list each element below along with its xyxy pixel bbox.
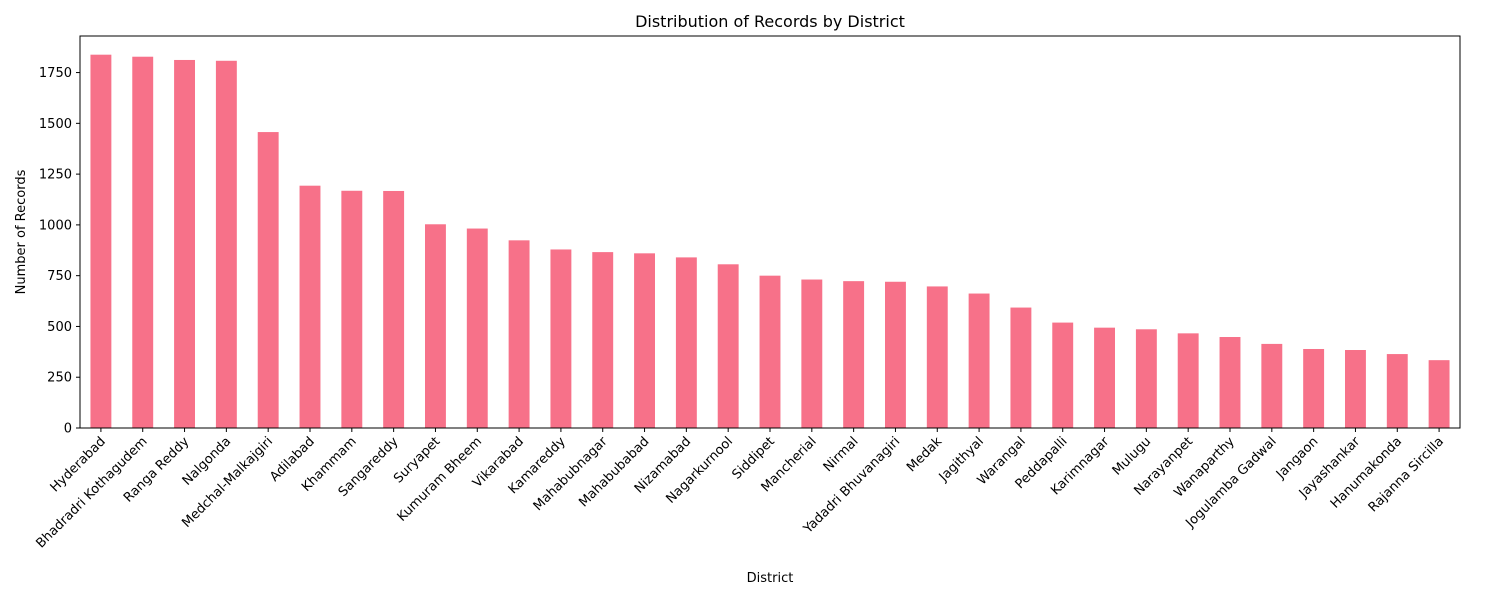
bar-narayanpet (1177, 333, 1199, 428)
bar-kumuram-bheem (466, 228, 488, 428)
y-tick-label: 250 (47, 371, 72, 386)
bar-jogulamba-gadwal (1261, 343, 1283, 428)
plot-frame (79, 35, 1461, 429)
x-tick-label: Hanumakonda (1328, 434, 1405, 511)
bar-mahabubabad (634, 253, 655, 428)
y-tick-label: 750 (47, 269, 72, 284)
bar-mancherial (801, 279, 823, 428)
bar-khammam (341, 190, 363, 428)
bar-hanumakonda (1386, 354, 1408, 428)
y-tick-label: 1250 (39, 168, 72, 183)
bar-suryapet (425, 224, 446, 428)
chart-title: Distribution of Records by District (635, 12, 905, 31)
y-tick-label: 1500 (39, 117, 72, 132)
bar-sangareddy (383, 190, 405, 428)
bar-bhadradri-kothagudem (132, 56, 154, 428)
bar-nizamabad (675, 257, 697, 428)
bar-nalgonda (215, 60, 237, 429)
x-axis-label: District (747, 571, 794, 586)
bar-hyderabad (90, 54, 112, 429)
bar-nagarkurnool (717, 264, 739, 428)
bar-warangal (1010, 307, 1032, 428)
bar-ranga-reddy (174, 59, 195, 429)
bar-jangaon (1303, 348, 1325, 428)
bar-medak (926, 286, 948, 428)
y-tick-label: 1000 (39, 218, 72, 233)
x-tick-label: Medak (904, 434, 945, 475)
bar-mahabubnagar (592, 252, 614, 428)
y-axis-label: Number of Records (14, 169, 29, 294)
bar-adilabad (299, 185, 321, 428)
bar-kamareddy (550, 249, 572, 428)
bar-nirmal (843, 281, 865, 428)
bar-siddipet (759, 275, 781, 428)
bars-group (90, 54, 1450, 429)
bar-wanaparthy (1219, 337, 1241, 428)
y-tick-label: 0 (64, 422, 72, 437)
bar-jagithyal (968, 293, 990, 428)
y-tick-label: 1750 (39, 66, 72, 81)
bar-mulugu (1135, 329, 1157, 428)
bar-vikarabad (508, 240, 530, 428)
bar-peddapalli (1052, 322, 1074, 428)
bar-karimnagar (1094, 327, 1115, 428)
bar-yadadri-bhuvanagiri (885, 281, 906, 428)
y-ticks-group: 0 250 500 750 1000 1250 1500 1750 (39, 66, 80, 437)
bar-medchal-malkajgiri (257, 132, 279, 428)
x-tick-label: Nirmal (821, 434, 862, 475)
bar-rajanna-sircilla (1428, 360, 1450, 428)
x-tick-label: Mahabubnagar (531, 434, 611, 514)
y-tick-label: 500 (47, 320, 72, 335)
x-tick-label: Rajanna Sircilla (1366, 434, 1447, 515)
bar-jayashankar (1345, 350, 1366, 428)
